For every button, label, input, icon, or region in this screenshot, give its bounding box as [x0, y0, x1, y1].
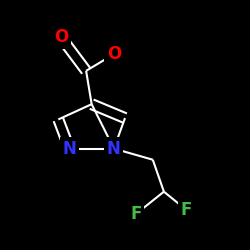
Text: N: N: [107, 140, 121, 158]
Text: O: O: [107, 45, 121, 63]
Text: O: O: [54, 28, 68, 46]
Text: N: N: [62, 140, 76, 158]
Text: F: F: [130, 205, 142, 223]
Text: F: F: [180, 201, 192, 219]
